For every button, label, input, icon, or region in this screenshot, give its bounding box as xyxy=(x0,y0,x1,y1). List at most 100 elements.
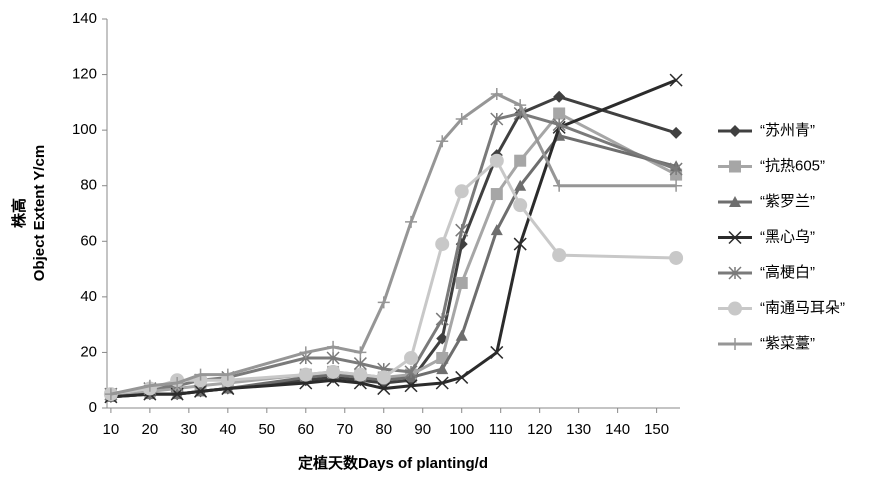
marker xyxy=(298,367,313,382)
marker xyxy=(171,376,184,389)
marker xyxy=(104,388,117,401)
marker xyxy=(143,379,156,392)
x-tick-label: 120 xyxy=(527,421,552,438)
y-axis-label: 株高 xyxy=(10,198,28,228)
y-axis-label: Object Extent Y/cm xyxy=(31,145,48,281)
marker xyxy=(404,365,418,379)
marker xyxy=(669,250,684,265)
marker xyxy=(513,237,527,251)
marker xyxy=(353,357,367,371)
marker xyxy=(436,363,449,375)
marker xyxy=(194,368,207,381)
marker xyxy=(490,112,504,126)
marker xyxy=(729,125,741,137)
legend-label: “高梗白” xyxy=(760,264,815,281)
marker xyxy=(455,113,468,126)
marker xyxy=(552,248,567,263)
marker xyxy=(194,384,208,398)
marker xyxy=(514,99,527,112)
series-line xyxy=(110,133,677,399)
x-tick-label: 90 xyxy=(414,421,431,438)
marker xyxy=(728,301,742,316)
marker xyxy=(670,126,683,139)
marker xyxy=(404,379,418,393)
marker xyxy=(377,296,390,309)
x-tick-label: 60 xyxy=(297,421,314,438)
marker xyxy=(514,179,527,191)
x-tick-label: 130 xyxy=(566,421,591,438)
marker xyxy=(454,184,469,199)
marker xyxy=(435,312,449,326)
marker xyxy=(729,196,741,207)
marker xyxy=(377,382,391,396)
legend-label: “抗热605” xyxy=(760,157,825,174)
y-tick-label: 140 xyxy=(72,10,97,27)
legend-label: “紫罗兰” xyxy=(760,193,815,210)
marker xyxy=(552,118,566,132)
legend-label: “黑心乌” xyxy=(760,228,815,245)
legend-label: “苏州青” xyxy=(760,122,815,139)
x-tick-label: 50 xyxy=(258,421,275,438)
marker xyxy=(221,368,234,381)
marker xyxy=(455,276,468,289)
marker xyxy=(490,224,503,236)
marker xyxy=(490,345,504,359)
marker xyxy=(490,88,503,101)
marker xyxy=(670,179,683,192)
y-tick-label: 120 xyxy=(72,66,97,83)
y-tick-label: 40 xyxy=(80,288,97,305)
series-line xyxy=(110,95,677,399)
x-tick-label: 140 xyxy=(605,421,630,438)
marker xyxy=(728,230,742,245)
x-tick-label: 20 xyxy=(142,421,159,438)
marker xyxy=(404,350,419,365)
marker xyxy=(729,160,741,173)
marker xyxy=(669,73,683,87)
series-line xyxy=(110,78,677,399)
marker xyxy=(376,370,391,385)
x-tick-label: 10 xyxy=(103,421,120,438)
marker xyxy=(490,188,503,201)
y-tick-label: 60 xyxy=(80,232,97,249)
series xyxy=(104,107,683,401)
marker xyxy=(435,376,449,390)
marker xyxy=(513,198,528,213)
series xyxy=(104,88,683,401)
x-tick-label: 30 xyxy=(181,421,198,438)
series xyxy=(104,106,683,401)
marker xyxy=(455,370,469,384)
series xyxy=(104,129,683,402)
marker xyxy=(553,90,566,103)
marker xyxy=(669,162,683,176)
series-line xyxy=(110,111,677,396)
series-line xyxy=(110,92,677,396)
marker xyxy=(436,351,449,364)
marker xyxy=(553,107,566,120)
marker xyxy=(353,367,368,382)
marker xyxy=(514,154,527,167)
marker xyxy=(326,351,340,365)
x-axis-label: 定植天数Days of planting/d xyxy=(298,454,488,472)
marker xyxy=(405,215,418,228)
marker xyxy=(729,338,741,350)
x-tick-label: 150 xyxy=(644,421,669,438)
legend-label: “紫菜薹” xyxy=(760,335,815,352)
marker xyxy=(455,329,468,341)
x-tick-label: 110 xyxy=(489,421,513,438)
legend-label: “南通马耳朵” xyxy=(760,299,845,316)
y-tick-label: 20 xyxy=(80,343,97,360)
marker xyxy=(455,223,469,237)
marker xyxy=(728,266,742,280)
marker xyxy=(326,364,341,379)
marker xyxy=(489,153,504,168)
series-line xyxy=(110,111,677,396)
x-tick-label: 40 xyxy=(219,421,236,438)
marker xyxy=(435,237,450,252)
marker xyxy=(553,179,566,192)
marker xyxy=(436,135,449,148)
y-tick-label: 0 xyxy=(89,399,97,416)
y-tick-label: 100 xyxy=(72,121,97,138)
marker xyxy=(327,340,340,353)
